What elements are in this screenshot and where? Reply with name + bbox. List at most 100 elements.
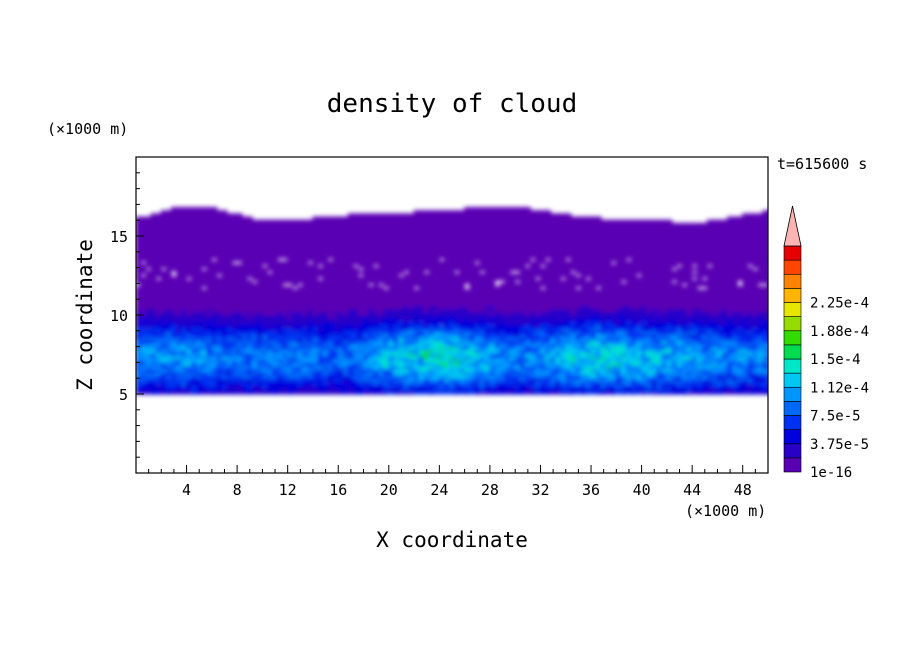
- density-cell: [504, 387, 511, 392]
- density-cell: [317, 374, 324, 379]
- density-cell: [186, 355, 193, 360]
- density-cell: [261, 323, 268, 329]
- density-cell: [272, 292, 279, 297]
- density-cell: [226, 374, 233, 379]
- density-cell: [352, 355, 359, 360]
- density-cell: [302, 238, 309, 243]
- density-cell: [378, 232, 385, 237]
- density-cell: [454, 289, 461, 294]
- density-cell: [196, 298, 203, 303]
- density-cell: [226, 336, 233, 341]
- density-cell: [342, 323, 349, 329]
- density-cell: [489, 289, 496, 294]
- density-cell: [398, 349, 405, 354]
- density-cell: [297, 257, 304, 262]
- density-cell: [418, 352, 425, 357]
- density-cell: [560, 361, 567, 367]
- density-cell: [246, 368, 253, 373]
- density-cell: [347, 349, 354, 354]
- density-cell: [413, 229, 420, 234]
- density-cell: [519, 254, 526, 259]
- density-cell: [136, 301, 142, 307]
- density-cell: [226, 238, 233, 243]
- density-cell: [352, 368, 359, 373]
- density-cell: [534, 327, 541, 332]
- density-cell: [363, 336, 370, 341]
- density-cell: [246, 320, 253, 325]
- density-cell: [175, 374, 183, 379]
- density-cell: [155, 254, 162, 259]
- density-cell: [514, 333, 521, 338]
- density-cell: [393, 308, 400, 313]
- density-cell: [277, 384, 284, 389]
- density-cell: [448, 374, 456, 379]
- density-cell: [373, 311, 380, 316]
- density-cell: [211, 251, 218, 256]
- density-cell: [484, 295, 491, 300]
- density-cell: [136, 226, 142, 231]
- density-cell: [448, 251, 456, 256]
- density-cell: [181, 308, 188, 313]
- density-cell: [383, 238, 390, 243]
- density-cell: [484, 213, 491, 218]
- density-cell: [555, 342, 562, 348]
- density-cell: [428, 282, 435, 288]
- density-cell: [479, 380, 486, 386]
- density-cell: [221, 286, 228, 291]
- density-cell: [550, 270, 557, 275]
- density-cell: [196, 365, 203, 370]
- density-cell: [560, 289, 567, 294]
- density-cell: [570, 339, 577, 344]
- density-cell: [236, 263, 243, 269]
- density-cell: [196, 352, 203, 357]
- density-cell: [337, 238, 344, 243]
- density-cell: [251, 273, 258, 278]
- density-cell: [378, 270, 385, 275]
- density-cell: [393, 229, 400, 234]
- density-cell: [272, 387, 279, 392]
- density-cell: [413, 333, 420, 338]
- density-cell: [312, 352, 319, 357]
- density-cell: [317, 330, 324, 335]
- density-cell: [170, 377, 177, 382]
- density-cell: [191, 267, 198, 272]
- density-cell: [393, 279, 400, 284]
- density-cell: [464, 260, 471, 265]
- density-cell: [266, 377, 274, 382]
- density-cell: [398, 305, 405, 310]
- density-cell: [136, 251, 142, 256]
- density-cell: [196, 257, 203, 262]
- density-cell: [170, 339, 177, 344]
- density-cell: [373, 251, 380, 256]
- density-cell: [474, 374, 481, 379]
- density-cell: [317, 216, 324, 221]
- density-cell: [332, 305, 339, 310]
- density-cell: [580, 358, 587, 363]
- density-cell: [251, 219, 258, 224]
- density-cell: [383, 333, 390, 338]
- density-cell: [484, 387, 491, 392]
- density-cell: [226, 305, 233, 310]
- density-cell: [484, 352, 491, 357]
- density-cell: [352, 323, 359, 329]
- density-cell: [140, 235, 147, 240]
- density-cell: [332, 342, 339, 348]
- density-cell: [297, 254, 304, 259]
- density-cell: [221, 352, 228, 357]
- density-cell: [575, 305, 582, 310]
- density-cell: [393, 346, 400, 351]
- density-cell: [484, 216, 491, 221]
- density-cell: [307, 270, 314, 275]
- density-cell: [555, 358, 562, 363]
- density-cell: [464, 320, 471, 325]
- density-cell: [524, 292, 531, 297]
- density-cell: [428, 311, 435, 316]
- density-cell: [469, 276, 476, 281]
- density-cell: [186, 216, 193, 221]
- density-cell: [216, 352, 223, 357]
- density-cell: [241, 254, 248, 259]
- density-cell: [226, 267, 233, 272]
- density-cell: [373, 216, 380, 221]
- density-cell: [191, 244, 198, 250]
- density-cell: [297, 336, 304, 341]
